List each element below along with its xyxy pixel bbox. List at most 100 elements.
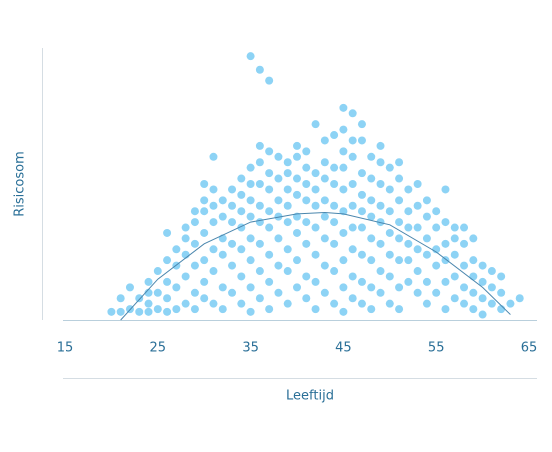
point — [385, 163, 394, 172]
point — [200, 180, 209, 188]
point — [190, 239, 199, 248]
point — [339, 185, 348, 194]
point — [311, 169, 320, 178]
point — [460, 261, 469, 270]
point — [450, 294, 459, 303]
point — [422, 212, 431, 221]
point — [395, 196, 404, 205]
point — [367, 152, 376, 161]
point — [441, 277, 450, 286]
point — [413, 180, 422, 188]
point — [348, 152, 357, 161]
point — [404, 256, 413, 265]
point — [302, 163, 311, 172]
x-tick-label: 25 — [150, 341, 167, 356]
point — [255, 65, 264, 74]
point — [255, 294, 264, 303]
point — [283, 218, 292, 227]
point — [283, 185, 292, 194]
point — [302, 147, 311, 156]
point — [450, 250, 459, 259]
point — [125, 283, 134, 292]
point — [181, 223, 190, 232]
point — [487, 283, 496, 292]
point — [367, 234, 376, 243]
point — [450, 234, 459, 243]
point — [348, 272, 357, 281]
point — [357, 120, 366, 129]
point — [348, 223, 357, 232]
point — [274, 196, 283, 205]
point — [497, 272, 506, 281]
point — [320, 261, 329, 270]
point — [209, 201, 218, 210]
point — [283, 201, 292, 210]
point — [422, 299, 431, 308]
point — [246, 234, 255, 243]
point — [320, 288, 329, 297]
point — [330, 131, 339, 140]
point — [228, 201, 237, 210]
point — [163, 294, 172, 303]
point — [385, 207, 394, 216]
point — [265, 76, 274, 85]
point — [218, 212, 227, 221]
point — [330, 180, 339, 188]
point — [302, 196, 311, 205]
point — [432, 207, 441, 216]
point — [302, 239, 311, 248]
point — [311, 185, 320, 194]
point — [469, 234, 478, 243]
point — [441, 239, 450, 248]
point — [395, 305, 404, 314]
point — [515, 294, 524, 303]
point — [357, 277, 366, 286]
point — [274, 174, 283, 183]
point — [330, 201, 339, 210]
point — [265, 277, 274, 286]
point — [339, 207, 348, 216]
point — [395, 283, 404, 292]
point — [265, 250, 274, 259]
point — [404, 207, 413, 216]
point — [265, 147, 274, 156]
point — [237, 174, 246, 183]
x-tick-label: 15 — [57, 341, 74, 356]
point — [246, 52, 255, 61]
point — [404, 277, 413, 286]
point — [116, 307, 125, 316]
point — [367, 212, 376, 221]
point — [200, 294, 209, 303]
point — [413, 267, 422, 276]
point — [497, 305, 506, 314]
point — [385, 299, 394, 308]
point — [441, 185, 450, 194]
point — [348, 136, 357, 145]
point — [200, 196, 209, 205]
point — [172, 245, 181, 254]
point — [237, 299, 246, 308]
point — [376, 218, 385, 227]
point — [246, 163, 255, 172]
point — [218, 305, 227, 314]
point — [330, 239, 339, 248]
point — [311, 305, 320, 314]
y-axis-label: Risicosom — [13, 151, 28, 217]
point — [209, 245, 218, 254]
point — [255, 158, 264, 167]
point — [404, 239, 413, 248]
point — [413, 245, 422, 254]
point — [450, 272, 459, 281]
point — [172, 305, 181, 314]
point — [265, 223, 274, 232]
x-tick-label: 35 — [242, 341, 259, 356]
point — [163, 307, 172, 316]
point — [330, 218, 339, 227]
point — [385, 250, 394, 259]
point — [246, 256, 255, 265]
point — [200, 277, 209, 286]
point — [218, 196, 227, 205]
point — [246, 212, 255, 221]
point — [376, 288, 385, 297]
point — [348, 109, 357, 118]
